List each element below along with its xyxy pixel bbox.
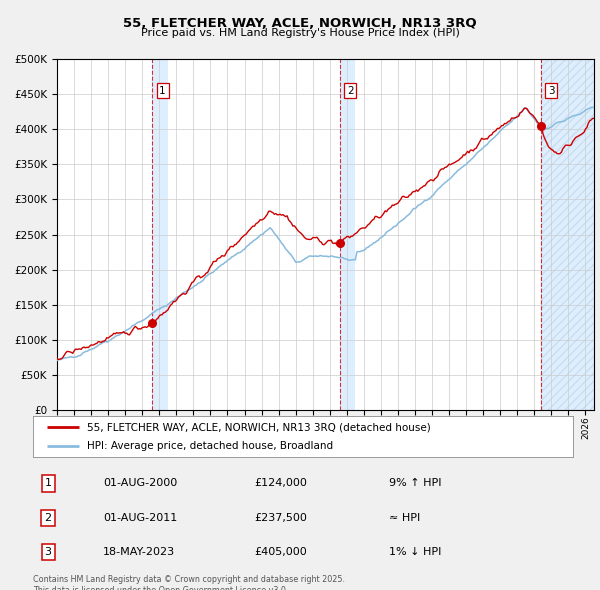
Text: 3: 3 <box>44 547 52 557</box>
Bar <box>541 59 594 410</box>
Text: 2: 2 <box>347 86 353 96</box>
Text: HPI: Average price, detached house, Broadland: HPI: Average price, detached house, Broa… <box>87 441 333 451</box>
Bar <box>340 59 355 410</box>
Text: 9% ↑ HPI: 9% ↑ HPI <box>389 478 442 489</box>
Text: Contains HM Land Registry data © Crown copyright and database right 2025.
This d: Contains HM Land Registry data © Crown c… <box>33 575 345 590</box>
Text: 2: 2 <box>44 513 52 523</box>
Text: 18-MAY-2023: 18-MAY-2023 <box>103 547 175 557</box>
Text: ≈ HPI: ≈ HPI <box>389 513 421 523</box>
Text: 1: 1 <box>159 86 166 96</box>
Bar <box>541 59 594 410</box>
Text: 55, FLETCHER WAY, ACLE, NORWICH, NR13 3RQ (detached house): 55, FLETCHER WAY, ACLE, NORWICH, NR13 3R… <box>87 422 431 432</box>
Bar <box>152 59 168 410</box>
Text: £405,000: £405,000 <box>254 547 307 557</box>
Text: 55, FLETCHER WAY, ACLE, NORWICH, NR13 3RQ: 55, FLETCHER WAY, ACLE, NORWICH, NR13 3R… <box>123 17 477 30</box>
Text: £124,000: £124,000 <box>254 478 307 489</box>
Text: 1% ↓ HPI: 1% ↓ HPI <box>389 547 442 557</box>
Text: £237,500: £237,500 <box>254 513 307 523</box>
Text: 01-AUG-2011: 01-AUG-2011 <box>103 513 178 523</box>
Text: 01-AUG-2000: 01-AUG-2000 <box>103 478 178 489</box>
Text: 3: 3 <box>548 86 554 96</box>
Text: Price paid vs. HM Land Registry's House Price Index (HPI): Price paid vs. HM Land Registry's House … <box>140 28 460 38</box>
Text: 1: 1 <box>44 478 52 489</box>
